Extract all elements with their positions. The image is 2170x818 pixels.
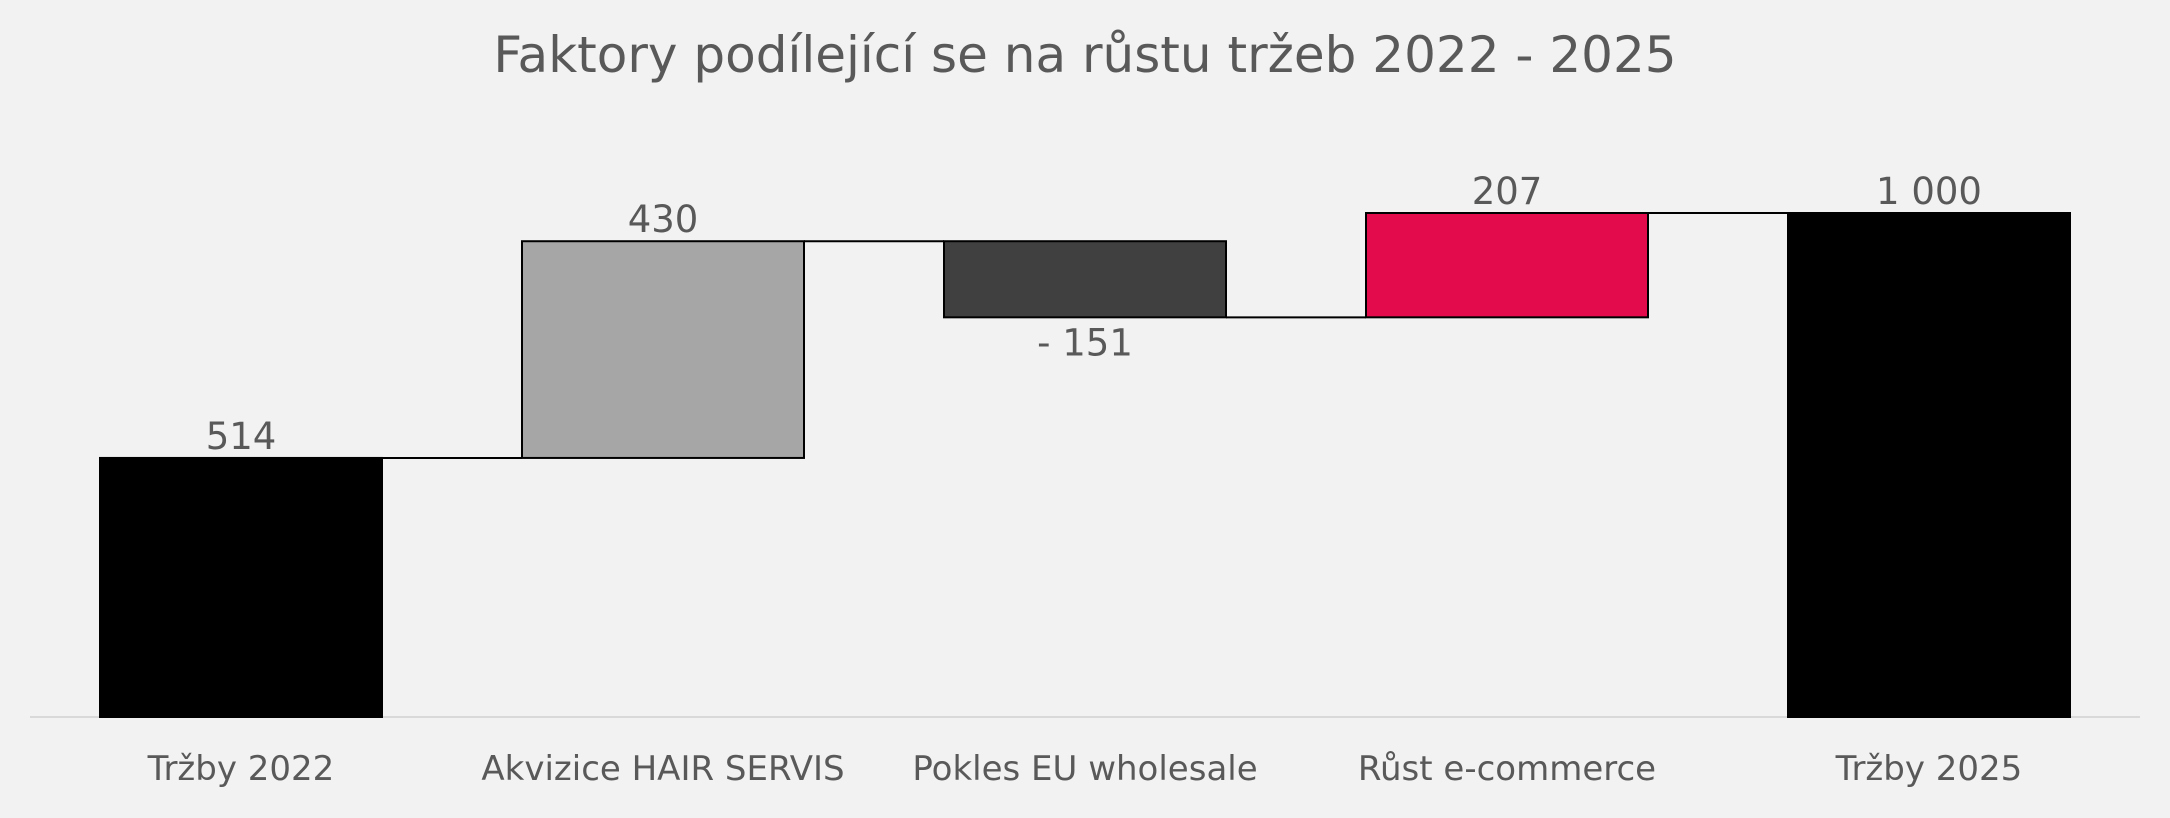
connector-lines	[382, 212, 1788, 459]
bar-group	[99, 212, 2071, 718]
category-label-1: Tržby 2022	[147, 749, 335, 789]
bar-2	[521, 240, 805, 459]
category-label-4: Růst e-commerce	[1358, 749, 1656, 789]
bar-5	[1787, 212, 2071, 718]
bar-1	[99, 456, 383, 718]
data-label-group: 514 430 - 151 207 1 000	[206, 170, 1982, 458]
data-label-2: 430	[628, 198, 699, 241]
bar-4	[1365, 212, 1649, 319]
data-label-3: - 151	[1037, 321, 1133, 364]
data-label-5: 1 000	[1876, 170, 1982, 213]
chart-title: Faktory podílející se na růstu tržeb 202…	[493, 26, 1676, 84]
category-label-group: Tržby 2022 Akvizice HAIR SERVIS Pokles EU …	[147, 749, 2023, 789]
category-label-5: Tržby 2025	[1835, 749, 2023, 789]
category-label-2: Akvizice HAIR SERVIS	[481, 749, 844, 789]
data-label-1: 514	[206, 415, 277, 458]
bar-3	[943, 240, 1227, 319]
category-label-3: Pokles EU wholesale	[912, 749, 1257, 789]
data-label-4: 207	[1472, 170, 1543, 213]
